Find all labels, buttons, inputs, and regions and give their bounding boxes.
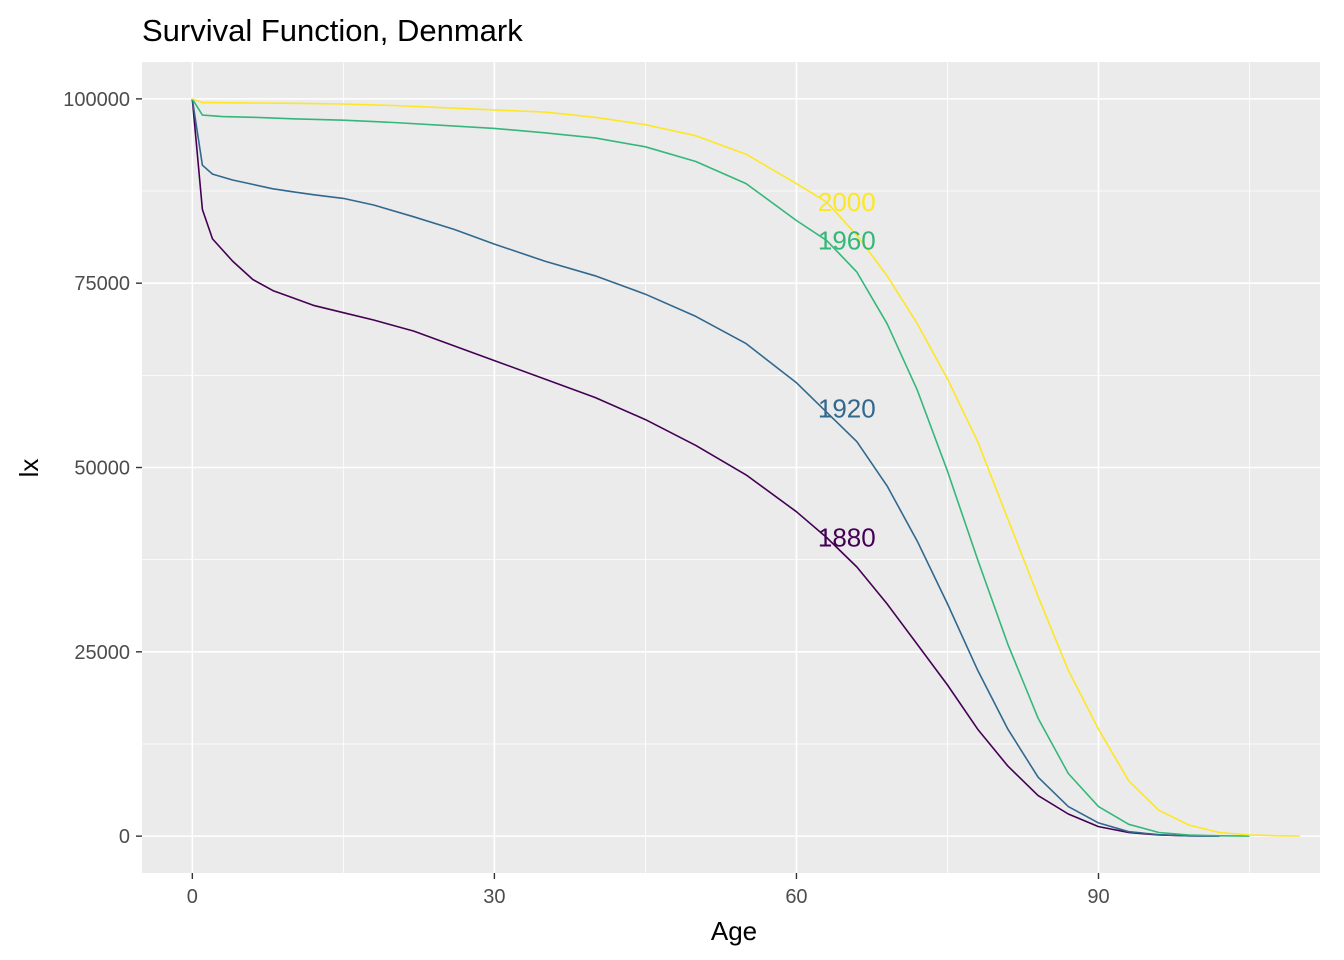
y-tick-label: 50000 (74, 458, 130, 480)
y-tick-label: 25000 (74, 642, 130, 664)
series-lines (191, 98, 1300, 837)
series-labels: 1880 1920 1960 2000 (818, 187, 876, 552)
series-line-1880 (191, 98, 1220, 837)
x-axis-ticks: 0 30 60 90 (187, 873, 1110, 908)
x-tick-label: 30 (483, 886, 505, 908)
x-tick-label: 60 (785, 886, 807, 908)
series-label-1920: 1920 (818, 394, 876, 424)
y-tick-label: 0 (119, 826, 130, 848)
series-line-1920 (191, 98, 1220, 837)
y-tick-label: 75000 (74, 273, 130, 295)
y-axis-title: lx (14, 459, 44, 478)
y-axis-ticks: 0 25000 50000 75000 100000 (63, 89, 142, 848)
x-tick-label: 0 (187, 886, 198, 908)
x-axis-title: Age (711, 916, 757, 946)
grid-major (142, 62, 1320, 873)
series-label-1960: 1960 (818, 225, 876, 255)
y-tick-label: 100000 (63, 89, 130, 111)
series-label-2000: 2000 (818, 187, 876, 217)
x-tick-label: 90 (1087, 886, 1109, 908)
series-line-2000 (192, 98, 1300, 837)
series-line-1960 (191, 98, 1250, 837)
series-label-1880: 1880 (818, 523, 876, 553)
chart-title: Survival Function, Denmark (142, 13, 523, 48)
